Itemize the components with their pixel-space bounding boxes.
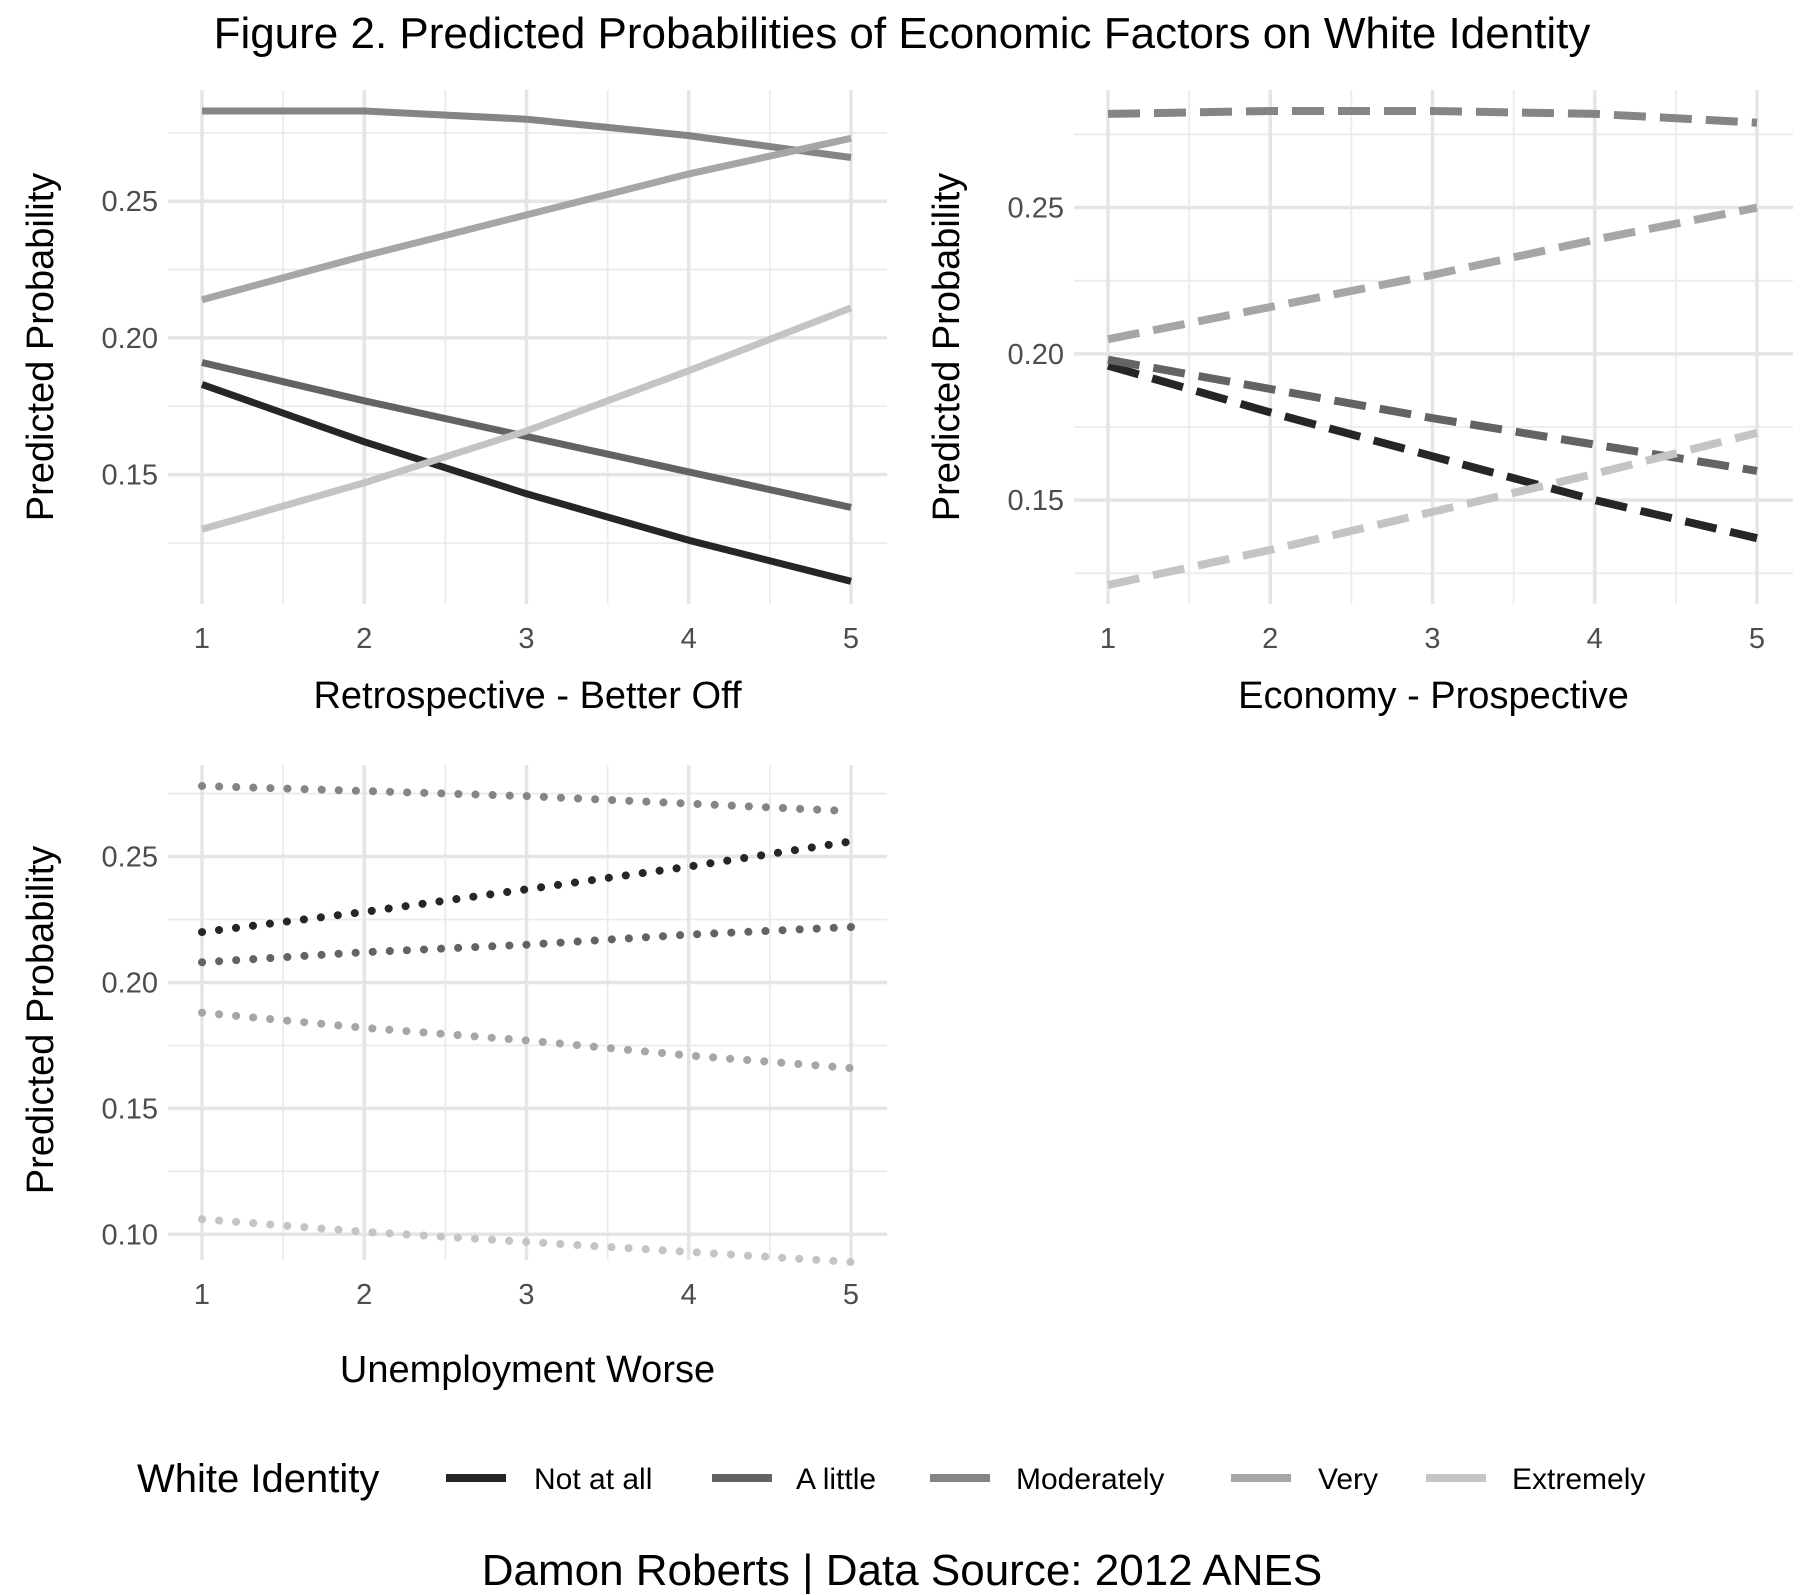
y-tick-label: 0.15	[102, 460, 158, 492]
y-tick-label: 0.25	[1008, 193, 1064, 225]
panel-retrospective: 0.15 0.20 0.25 1 2 3 4 5 Retrospective - Better …	[20, 90, 887, 717]
legend-label-very: Very	[1318, 1463, 1378, 1496]
grid	[1074, 90, 1793, 604]
series-line-not-at-all	[1106, 361, 1758, 543]
legend-title: White Identity	[137, 1457, 379, 1501]
x-tick-label: 5	[1749, 623, 1765, 655]
caption: Damon Roberts | Data Source: 2012 ANES	[482, 1546, 1323, 1595]
x-tick-label: 3	[1424, 623, 1440, 655]
series-line-a-little	[198, 923, 855, 967]
x-tick-label: 5	[843, 623, 859, 655]
grid	[168, 765, 887, 1260]
series-line-a-little	[1107, 355, 1758, 475]
x-tick-label: 3	[518, 1279, 534, 1311]
x-tick-label: 2	[1262, 623, 1278, 655]
x-tick-label: 2	[356, 623, 372, 655]
y-tick-label: 0.15	[102, 1093, 158, 1125]
series-line-extremely	[201, 304, 853, 533]
x-tick-label: 1	[1100, 623, 1116, 655]
series-line-very	[1107, 203, 1758, 344]
x-tick-label: 1	[194, 1279, 210, 1311]
legend-label-extremely: Extremely	[1512, 1463, 1645, 1496]
y-tick-label: 0.20	[1008, 339, 1064, 371]
y-axis-label: Predicted Probability	[20, 846, 62, 1195]
x-tick-label: 4	[681, 1279, 697, 1311]
y-axis-label: Predicted Probability	[20, 173, 62, 522]
x-axis-label: Economy - Prospective	[1238, 675, 1629, 717]
y-tick-label: 0.20	[102, 323, 158, 355]
panel-economy-prospective: 0.15 0.20 0.25 1 2 3 4 5 Economy - Prospective Pr…	[926, 90, 1793, 717]
series-line-very	[198, 1008, 855, 1073]
series-line-extremely	[1107, 429, 1758, 589]
series-line-a-little	[201, 359, 852, 511]
series-line-moderately	[202, 107, 852, 161]
x-axis-label: Unemployment Worse	[340, 1349, 715, 1391]
x-tick-label: 4	[1587, 623, 1603, 655]
x-tick-label: 2	[356, 1279, 372, 1311]
figure-title: Figure 2. Predicted Probabilities of Eco…	[214, 9, 1591, 58]
legend-label-a-little: A little	[796, 1463, 876, 1496]
legend-label-moderately: Moderately	[1016, 1463, 1164, 1496]
legend-label-not-at-all: Not at all	[534, 1463, 652, 1496]
y-axis-label: Predicted Probability	[926, 173, 968, 522]
panel-unemployment: 0.10 0.15 0.20 0.25 1 2 3 4 5 Unemployment Worse P…	[20, 765, 887, 1391]
x-tick-label: 4	[681, 623, 697, 655]
series-line-moderately	[1107, 107, 1758, 127]
series-line-very	[201, 134, 852, 304]
x-axis-label: Retrospective - Better Off	[313, 675, 741, 717]
legend: White Identity Not at all A little Moder…	[137, 1457, 1645, 1501]
series-line-extremely	[198, 1215, 855, 1266]
y-tick-label: 0.25	[102, 842, 158, 874]
y-tick-label: 0.10	[102, 1219, 158, 1251]
x-tick-label: 1	[194, 623, 210, 655]
x-tick-label: 3	[518, 623, 534, 655]
series-line-not-at-all	[200, 381, 852, 585]
y-tick-label: 0.20	[102, 967, 158, 999]
x-tick-label: 5	[843, 1279, 859, 1311]
y-tick-label: 0.25	[102, 186, 158, 218]
grid	[168, 90, 887, 604]
series-line-moderately	[198, 782, 855, 816]
y-tick-label: 0.15	[1008, 485, 1064, 517]
series-line-not-at-all	[198, 837, 855, 937]
